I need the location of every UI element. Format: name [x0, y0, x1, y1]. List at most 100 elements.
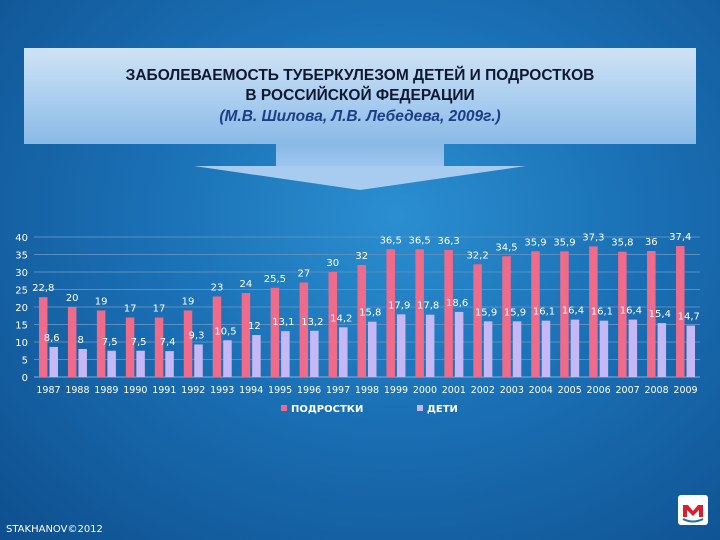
data-label-teens: 37,4: [669, 232, 691, 243]
data-label-children: 18,6: [446, 298, 468, 309]
data-label-children: 15,8: [359, 308, 381, 319]
x-tick-label: 1988: [65, 385, 89, 396]
x-tick-label: 1999: [384, 385, 408, 396]
x-tick-label: 1994: [239, 385, 263, 396]
y-tick-label: 10: [15, 338, 28, 349]
x-tick-label: 1997: [326, 385, 350, 396]
data-label-teens: 37,3: [582, 232, 604, 243]
data-label-teens: 30: [326, 258, 339, 269]
bar-teens: [531, 251, 540, 377]
data-label-children: 9,3: [189, 330, 205, 341]
bar-children: [541, 320, 551, 377]
bar-teens: [560, 251, 569, 377]
bar-children: [396, 314, 406, 377]
bar-teens: [415, 249, 424, 377]
bar-teens: [183, 310, 193, 377]
bar-teens: [241, 293, 251, 377]
y-tick-label: 15: [15, 321, 28, 332]
data-label-children: 13,2: [301, 317, 323, 328]
title-panel: ЗАБОЛЕВАЕМОСТЬ ТУБЕРКУЛЕЗОМ ДЕТЕЙ И ПОДР…: [24, 48, 696, 144]
bar-children: [454, 311, 464, 377]
data-label-children: 15,4: [649, 309, 671, 320]
data-label-teens: 36: [645, 237, 658, 248]
bar-children: [281, 331, 290, 377]
data-label-teens: 34,5: [495, 242, 517, 253]
data-label-teens: 20: [66, 293, 79, 304]
legend-swatch-children: [417, 405, 423, 411]
bar-children: [570, 319, 580, 377]
data-label-teens: 32,2: [466, 250, 488, 261]
data-label-children: 14,2: [330, 313, 352, 324]
x-tick-label: 1989: [94, 385, 118, 396]
bar-teens: [212, 296, 222, 377]
bar-children: [339, 327, 348, 377]
data-label-children: 12: [248, 321, 261, 332]
x-tick-label: 1992: [181, 385, 205, 396]
data-label-children: 8: [77, 335, 83, 346]
y-tick-label: 5: [22, 356, 28, 367]
bar-teens: [357, 265, 366, 377]
bar-teens: [386, 249, 395, 377]
bar-children: [512, 321, 522, 377]
x-tick-label: 2009: [673, 385, 697, 396]
data-label-children: 16,1: [591, 307, 613, 318]
legend-label-children: ДЕТИ: [427, 404, 458, 415]
data-label-teens: 22,8: [32, 283, 54, 294]
data-label-teens: 25,5: [264, 274, 286, 285]
y-tick-label: 35: [15, 251, 28, 262]
data-label-children: 17,8: [417, 301, 439, 312]
bar-teens: [154, 317, 164, 377]
brand-logo-icon: [678, 495, 708, 525]
bar-children: [252, 335, 261, 377]
x-tick-label: 2001: [442, 385, 466, 396]
bar-children: [49, 346, 58, 377]
data-label-teens: 35,9: [553, 237, 575, 248]
bar-children: [657, 323, 667, 377]
legend-swatch-teens: [281, 405, 287, 411]
data-label-teens: 17: [153, 304, 166, 315]
data-label-children: 10,5: [214, 326, 236, 337]
data-label-children: 14,7: [678, 312, 700, 323]
arrow-stem: [276, 144, 444, 166]
x-tick-label: 2006: [587, 385, 611, 396]
data-label-children: 17,9: [388, 300, 410, 311]
down-arrow-icon: [194, 166, 526, 190]
chart-title-line-1: ЗАБОЛЕВАЕМОСТЬ ТУБЕРКУЛЕЗОМ ДЕТЕЙ И ПОДР…: [125, 67, 595, 84]
bar-teens: [618, 251, 627, 377]
x-tick-label: 1996: [297, 385, 321, 396]
bar-teens: [125, 317, 135, 377]
data-label-children: 15,9: [504, 307, 526, 318]
x-tick-label: 2007: [616, 385, 640, 396]
y-tick-label: 30: [15, 268, 28, 279]
bar-children: [599, 320, 609, 377]
bar-teens: [270, 287, 280, 377]
bar-teens: [38, 297, 48, 377]
data-label-teens: 32: [355, 251, 368, 262]
data-label-teens: 24: [240, 279, 253, 290]
data-label-children: 8,6: [44, 333, 60, 344]
data-label-teens: 17: [124, 304, 137, 315]
bar-teens: [647, 251, 656, 377]
bar-teens: [589, 246, 598, 377]
bar-children: [628, 319, 638, 377]
legend-label-teens: ПОДРОСТКИ: [291, 404, 363, 415]
data-label-teens: 36,5: [409, 235, 431, 246]
bar-teens: [502, 256, 511, 377]
y-tick-label: 40: [15, 233, 28, 244]
y-tick-label: 20: [15, 303, 28, 314]
bar-teens: [328, 272, 338, 377]
chart-title-line-2: В РОССИЙСКОЙ ФЕДЕРАЦИИ: [245, 87, 475, 104]
footer-credit: STAKHANOV©2012: [6, 524, 103, 535]
y-tick-label: 25: [15, 286, 28, 297]
x-tick-label: 1990: [123, 385, 147, 396]
data-label-children: 15,9: [475, 307, 497, 318]
bar-children: [368, 321, 377, 377]
bar-children: [78, 349, 87, 377]
bar-children: [165, 351, 174, 377]
data-label-children: 13,1: [272, 317, 294, 328]
data-label-teens: 27: [297, 269, 310, 280]
bar-children: [310, 330, 319, 377]
chart-source: (М.В. Шилова, Л.В. Лебедева, 2009г.): [219, 108, 501, 125]
data-label-teens: 19: [182, 297, 195, 308]
